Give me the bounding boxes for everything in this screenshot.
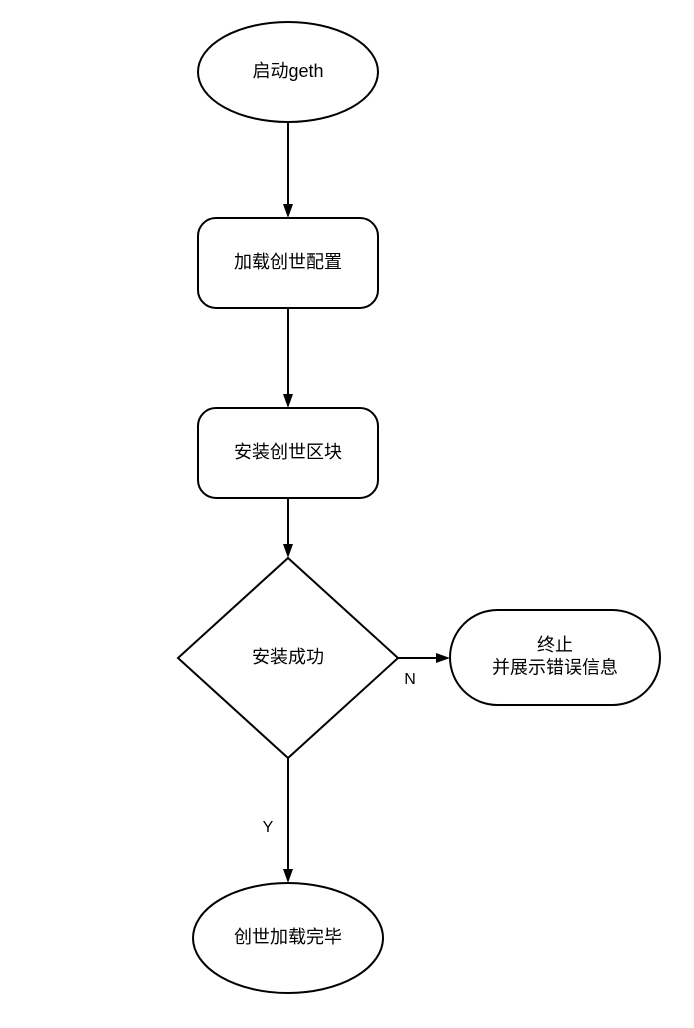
flow-node-error: 终止并展示错误信息 — [450, 610, 660, 705]
node-label: 并展示错误信息 — [492, 658, 618, 678]
arrowhead-icon — [436, 653, 450, 663]
edge-label: Y — [263, 819, 274, 836]
arrowhead-icon — [283, 544, 293, 558]
flow-node-start: 启动geth — [198, 22, 378, 122]
node-label: 加载创世配置 — [234, 252, 342, 272]
arrowhead-icon — [283, 869, 293, 883]
arrowhead-icon — [283, 204, 293, 218]
node-label: 启动geth — [252, 61, 323, 81]
flow-node-install: 安装创世区块 — [198, 408, 378, 498]
flow-node-decide: 安装成功 — [178, 558, 398, 758]
node-label: 安装创世区块 — [234, 442, 342, 462]
flow-node-done: 创世加载完毕 — [193, 883, 383, 993]
flowchart-canvas: N Y 启动geth 加载创世配置安装创世区块安装成功 终止并展示错误信息创世加载完毕 — [0, 0, 694, 1028]
arrowhead-icon — [283, 394, 293, 408]
edge-label: N — [404, 671, 416, 688]
node-label: 创世加载完毕 — [234, 927, 342, 947]
node-label: 安装成功 — [252, 647, 324, 667]
node-label: 终止 — [537, 635, 573, 655]
flow-node-load: 加载创世配置 — [198, 218, 378, 308]
